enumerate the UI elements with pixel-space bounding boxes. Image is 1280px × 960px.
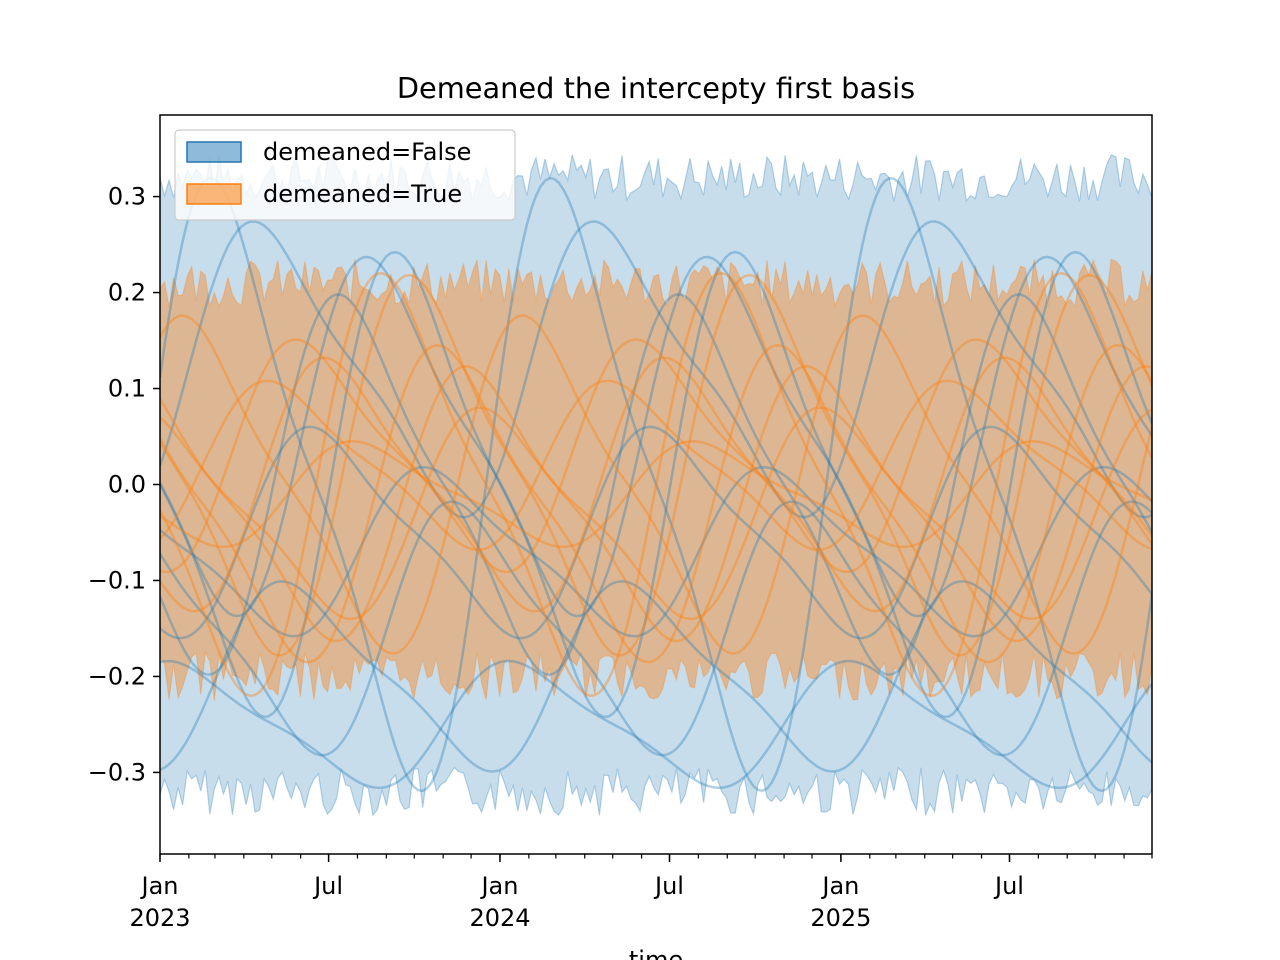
x-axis: Jan 2023 Jul Jan 2024 Jul Jan 2025 Jul xyxy=(129,854,1153,932)
legend-frame xyxy=(174,129,516,221)
sample-curve-demeaned-true xyxy=(160,273,1152,657)
sample-curve-demeaned-false xyxy=(160,220,1152,519)
x-tick-label: Jul xyxy=(653,872,684,900)
x-tick-label: Jul xyxy=(312,872,343,900)
x-tick-label: 2023 xyxy=(129,904,190,932)
sample-curve-demeaned-true xyxy=(160,365,1152,643)
x-axis-label: time xyxy=(629,946,683,960)
band-demeaned-true xyxy=(160,258,1152,701)
y-tick-label: −0.2 xyxy=(88,662,146,690)
sample-curve-demeaned-true xyxy=(160,271,1152,698)
legend-label-demeaned-false: demeaned=False xyxy=(263,138,471,166)
y-tick-label: 0.2 xyxy=(108,279,146,307)
sample-curve-demeaned-true xyxy=(160,338,1152,574)
x-tick-label: Jul xyxy=(993,872,1024,900)
legend-swatch-demeaned-true xyxy=(186,183,242,205)
sample-curve-demeaned-false xyxy=(160,659,1152,790)
y-axis: −0.3 −0.2 −0.1 0.0 0.1 0.2 0.3 xyxy=(88,183,160,786)
x-tick-label: 2024 xyxy=(469,904,530,932)
sample-curve-demeaned-true xyxy=(160,440,1152,549)
y-tick-label: 0.0 xyxy=(108,471,146,499)
sample-curve-demeaned-false xyxy=(160,293,1152,676)
sample-curve-demeaned-false xyxy=(160,425,1152,640)
sample-curve-demeaned-false xyxy=(160,176,1152,793)
legend-label-demeaned-true: demeaned=True xyxy=(263,180,462,208)
x-tick-label: 2025 xyxy=(810,904,871,932)
sample-curve-demeaned-false xyxy=(160,465,1152,638)
sample-curve-demeaned-false xyxy=(160,255,1152,618)
legend-swatch-demeaned-false xyxy=(186,141,242,163)
chart-title: Demeaned the intercepty first basis xyxy=(397,71,915,105)
x-tick-label: Jan xyxy=(140,872,179,900)
y-tick-label: −0.1 xyxy=(88,566,146,594)
sample-curve-demeaned-true xyxy=(160,406,1152,621)
legend: demeaned=False demeaned=True xyxy=(174,129,516,221)
plot-area xyxy=(160,153,1152,817)
y-tick-label: 0.1 xyxy=(108,375,146,403)
y-tick-label: 0.3 xyxy=(108,183,146,211)
sample-curve-demeaned-false xyxy=(160,580,1152,773)
sample-curve-demeaned-false xyxy=(160,500,1152,757)
x-tick-label: Jan xyxy=(479,872,518,900)
sample-curve-demeaned-true xyxy=(160,314,1152,655)
sample-curve-demeaned-true xyxy=(160,344,1152,664)
sample-curve-demeaned-false xyxy=(160,250,1152,719)
x-tick-label: Jan xyxy=(820,872,859,900)
sample-curve-demeaned-true xyxy=(160,379,1152,552)
y-tick-label: −0.3 xyxy=(88,758,146,786)
sample-curve-demeaned-true xyxy=(160,356,1152,613)
